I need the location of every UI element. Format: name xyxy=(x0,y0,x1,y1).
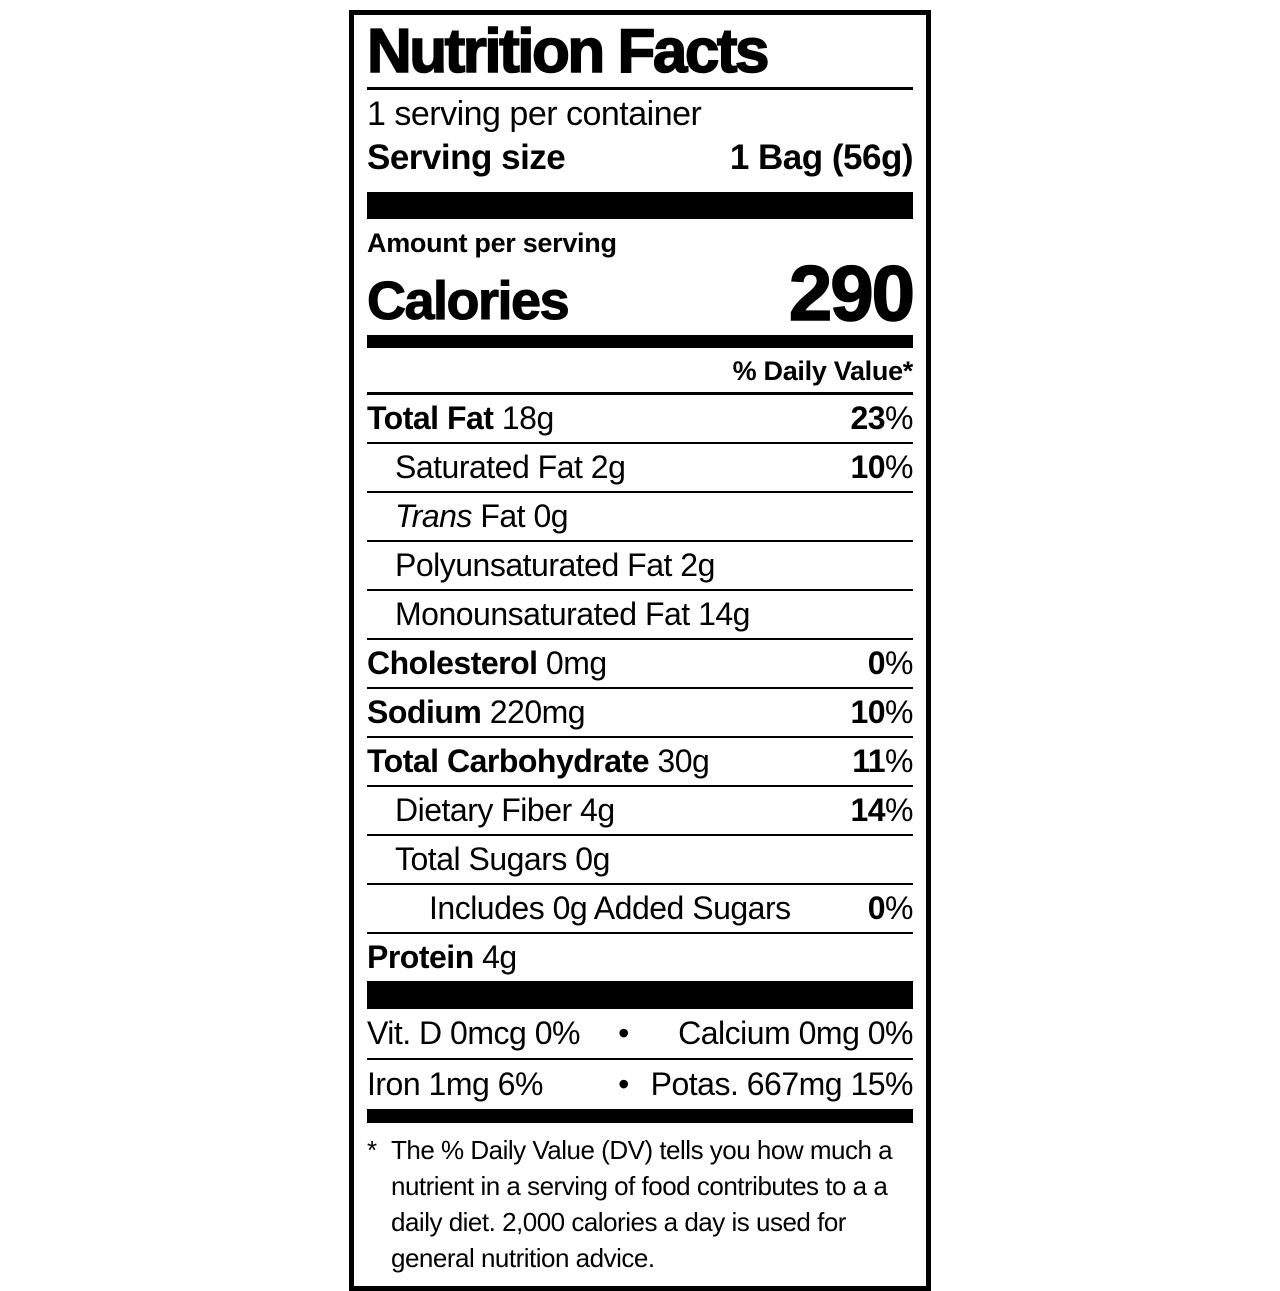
label-title: Nutrition Facts xyxy=(366,15,913,90)
nutrient-amount: 30g xyxy=(657,743,710,780)
percent-sign: % xyxy=(885,449,913,486)
daily-value-number: 11 xyxy=(852,743,886,780)
nutrient-row-trans-fat: Trans Fat 0g xyxy=(367,493,913,543)
nutrient-name: Sodium xyxy=(367,694,482,731)
separator-bar-thick xyxy=(367,981,913,1010)
nutrient-amount: 2g xyxy=(680,547,715,584)
micronutrient-row-2: Iron 1mg 6% • Potas. 667mg 15% xyxy=(367,1060,914,1109)
servings-per-container: 1 serving per container xyxy=(367,94,702,133)
percent-sign: % xyxy=(885,645,913,682)
nutrient-amount: 0g xyxy=(575,841,610,878)
daily-value-footnote: * The % Daily Value (DV) tells you how m… xyxy=(367,1123,913,1286)
nutrient-row-sodium: Sodium 220mg 10% xyxy=(367,689,913,739)
nutrient-name: Total Fat xyxy=(367,400,494,437)
bullet-separator: • xyxy=(618,1066,629,1103)
calcium-value: Calcium 0mg 0% xyxy=(678,1015,913,1052)
nutrient-row-polyunsaturated-fat: Polyunsaturated Fat 2g xyxy=(367,542,913,592)
nutrient-name: Polyunsaturated Fat xyxy=(395,547,672,584)
daily-value-number: 10 xyxy=(850,694,886,731)
percent-sign: % xyxy=(885,890,913,927)
nutrient-row-cholesterol: Cholesterol 0mg 0% xyxy=(367,640,913,690)
nutrient-amount: 0mg xyxy=(545,645,607,682)
nutrient-row-saturated-fat: Saturated Fat 2g 10% xyxy=(367,444,913,494)
nutrient-name: Includes 0g Added Sugars xyxy=(429,890,791,927)
percent-sign: % xyxy=(885,792,913,829)
nutrient-amount: 18g xyxy=(501,400,554,437)
daily-value-number: 0 xyxy=(867,890,886,927)
iron-value: Iron 1mg 6% xyxy=(367,1066,543,1103)
nutrition-facts-label: Nutrition Facts 1 serving per container … xyxy=(349,10,931,1291)
nutrient-row-total-carbohydrate: Total Carbohydrate 30g 11% xyxy=(367,738,913,788)
vitamin-d-value: Vit. D 0mcg 0% xyxy=(367,1015,580,1052)
serving-size-value: 1 Bag (56g) xyxy=(729,137,914,177)
nutrient-amount: 4g xyxy=(482,939,517,976)
nutrient-amount: 2g xyxy=(590,449,626,486)
nutrient-name: Cholesterol xyxy=(367,645,538,682)
separator-bar-thick xyxy=(367,191,913,219)
calories-value: 290 xyxy=(788,248,916,337)
percent-sign: % xyxy=(885,743,913,780)
nutrient-name: Dietary Fiber xyxy=(395,792,572,829)
percent-sign: % xyxy=(885,694,913,731)
footnote-text: The % Daily Value (DV) tells you how muc… xyxy=(391,1135,893,1274)
separator-bar-medium xyxy=(367,335,913,349)
separator-bar-medium xyxy=(367,1109,913,1124)
daily-value-number: 14 xyxy=(850,792,886,829)
serving-size-label: Serving size xyxy=(367,137,566,177)
calories-label: Calories xyxy=(366,270,570,331)
nutrient-amount: 14g xyxy=(698,596,750,633)
nutrient-amount: 220mg xyxy=(489,694,586,731)
nutrient-row-protein: Protein 4g xyxy=(367,934,913,981)
nutrient-name: Saturated Fat xyxy=(395,449,583,486)
nutrient-name: Fat xyxy=(480,498,526,535)
nutrient-row-added-sugars: Includes 0g Added Sugars 0% xyxy=(367,885,913,935)
nutrient-row-total-fat: Total Fat 18g 23% xyxy=(367,395,913,445)
nutrient-name: Total Sugars xyxy=(395,841,567,878)
nutrient-row-monounsaturated-fat: Monounsaturated Fat 14g xyxy=(367,591,913,641)
daily-value-number: 23 xyxy=(850,400,886,437)
percent-sign: % xyxy=(885,400,913,437)
amount-per-serving-label: Amount per serving xyxy=(367,227,617,258)
micronutrient-row-1: Vit. D 0mcg 0% • Calcium 0mg 0% xyxy=(367,1009,914,1061)
nutrient-name: Total Carbohydrate xyxy=(367,743,650,780)
nutrient-name-italic: Trans xyxy=(395,498,472,535)
nutrient-amount: 4g xyxy=(580,792,615,829)
nutrient-name: Monounsaturated Fat xyxy=(395,596,690,633)
daily-value-number: 0 xyxy=(867,645,886,682)
footnote-asterisk: * xyxy=(367,1135,377,1166)
bullet-separator: • xyxy=(618,1015,629,1052)
nutrient-row-total-sugars: Total Sugars 0g xyxy=(367,836,913,886)
daily-value-number: 10 xyxy=(850,449,886,486)
calories-row: Calories 290 xyxy=(366,248,916,337)
nutrient-name: Protein xyxy=(367,939,474,976)
potassium-value: Potas. 667mg 15% xyxy=(650,1066,914,1103)
nutrient-row-dietary-fiber: Dietary Fiber 4g 14% xyxy=(367,787,913,837)
nutrient-amount: 0g xyxy=(533,498,569,535)
daily-value-header: % Daily Value* xyxy=(367,348,913,396)
serving-size-row: Serving size 1 Bag (56g) xyxy=(367,136,914,192)
